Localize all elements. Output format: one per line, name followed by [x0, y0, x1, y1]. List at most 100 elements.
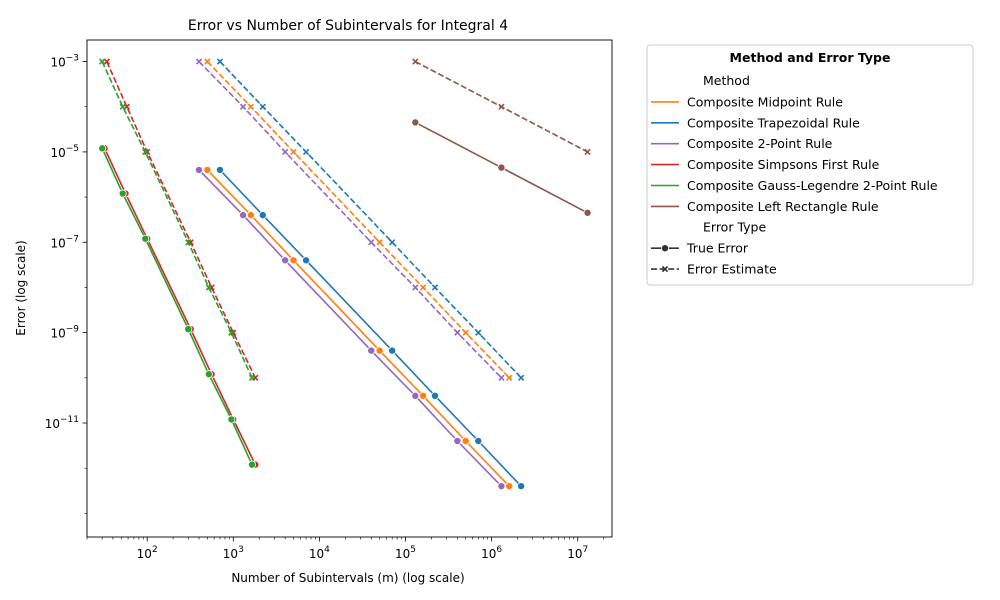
y-tick-label: 10−5 — [50, 144, 79, 160]
y-tick-label: 10−3 — [50, 54, 79, 70]
legend-item-label: Composite 2-Point Rule — [687, 136, 833, 151]
plot-frame — [86, 39, 613, 538]
true-error-point — [215, 165, 224, 174]
x-tick-label: 103 — [223, 545, 244, 561]
error-estimate-point — [412, 284, 419, 291]
true-error-point — [497, 482, 506, 491]
true-error-point — [517, 482, 526, 491]
legend-item-label: Composite Simpsons First Rule — [687, 157, 880, 172]
legend-title: Method and Error Type — [730, 50, 891, 65]
true-error-point — [258, 211, 267, 220]
true-error-point — [118, 189, 127, 198]
true-error-point — [453, 436, 462, 445]
true-error-point — [431, 391, 440, 400]
legend-item-label: True Error — [686, 241, 749, 256]
x-tick-label: 102 — [137, 545, 158, 561]
error-estimate-point — [517, 374, 525, 381]
legend-item-label: Error Estimate — [687, 262, 777, 277]
error-estimate-point — [584, 148, 591, 156]
error-estimate-point — [462, 329, 469, 336]
legend-error-header: Error Type — [703, 219, 766, 234]
y-tick-label: 10−9 — [50, 325, 79, 341]
x-axis: 102 103 104 105 106 107 — [86, 537, 604, 561]
legend-box — [646, 44, 974, 286]
series-layer — [98, 58, 592, 491]
series-4 — [98, 58, 257, 469]
true-error-point — [248, 460, 257, 469]
true-error-point — [141, 234, 150, 243]
true-error-point — [411, 391, 420, 400]
error-estimate-point — [98, 58, 106, 65]
chart-title: Error vs Number of Subintervals for Inte… — [188, 18, 508, 34]
true-error-point — [419, 391, 428, 400]
true-error-point — [246, 211, 255, 220]
error-estimate-point — [216, 58, 224, 65]
true-error-point — [98, 144, 107, 153]
legend-marker — [661, 265, 669, 273]
true-error-point — [195, 165, 204, 174]
x-tick-label: 106 — [481, 545, 502, 561]
error-estimate-point — [419, 284, 427, 291]
y-tick-label: 10−11 — [45, 415, 79, 431]
error-estimate-point — [259, 103, 266, 110]
true-error-point — [474, 436, 483, 445]
y-axis: 10−3 10−5 10−7 10−9 10−11 — [45, 54, 87, 514]
true-error-point — [203, 165, 212, 174]
error-estimate-point — [228, 329, 235, 336]
x-tick-label: 105 — [395, 545, 416, 561]
true-error-point — [367, 346, 376, 355]
legend-marker — [661, 244, 670, 253]
true-error-point — [375, 346, 384, 355]
true-error-point — [497, 163, 506, 172]
error-estimate-point — [454, 329, 461, 336]
error-estimate-point — [302, 148, 310, 156]
true-error-point — [388, 346, 397, 355]
legend-method-header: Method — [703, 73, 750, 88]
true-error-point — [227, 415, 236, 424]
legend-item-label: Composite Gauss-Legendre 2-Point Rule — [687, 178, 938, 193]
series-5 — [411, 58, 592, 217]
error-estimate-point — [204, 58, 211, 65]
legend-item-label: Composite Left Rectangle Rule — [687, 199, 879, 214]
true-error-point — [239, 211, 248, 220]
error-estimate-point — [144, 148, 151, 156]
error-estimate-point — [239, 103, 247, 110]
series-1 — [215, 58, 526, 491]
x-axis-label: Number of Subintervals (m) (log scale) — [231, 571, 464, 585]
error-estimate-point — [119, 103, 126, 110]
series-0 — [203, 58, 514, 491]
error-estimate-point — [431, 284, 439, 291]
true-error-point — [302, 256, 311, 265]
error-estimate-point — [281, 148, 289, 156]
error-estimate-point — [247, 103, 255, 110]
true-error-point — [184, 325, 193, 334]
true-error-point — [461, 436, 470, 445]
error-estimate-point — [290, 148, 297, 156]
error-estimate-point — [506, 374, 513, 381]
error-estimate-point — [142, 148, 149, 156]
y-tick-label: 10−7 — [50, 234, 79, 250]
error-estimate-point — [248, 374, 256, 381]
series-3 — [100, 58, 260, 469]
error-estimate-point — [498, 103, 505, 110]
y-axis-label: Error (log scale) — [14, 240, 28, 335]
true-error-point — [505, 482, 514, 491]
error-estimate-point — [103, 58, 111, 65]
error-estimate-point — [376, 239, 383, 246]
true-error-point — [204, 370, 213, 379]
error-estimate-point — [389, 239, 396, 246]
error-estimate-point — [475, 329, 482, 336]
error-estimate-point — [412, 58, 419, 65]
legend-item-label: Composite Trapezoidal Rule — [687, 115, 860, 130]
true-error-point — [289, 256, 298, 265]
x-tick-label: 104 — [309, 545, 330, 561]
series-2 — [195, 58, 506, 491]
error-estimate-point — [195, 58, 203, 65]
legend: Method and Error Type Method Composite Mid… — [646, 44, 974, 286]
error-estimate-point — [498, 374, 505, 381]
error-estimate-point — [185, 239, 192, 246]
error-estimate-point — [205, 284, 213, 291]
x-tick-label: 107 — [567, 545, 588, 561]
true-error-point — [583, 208, 592, 217]
